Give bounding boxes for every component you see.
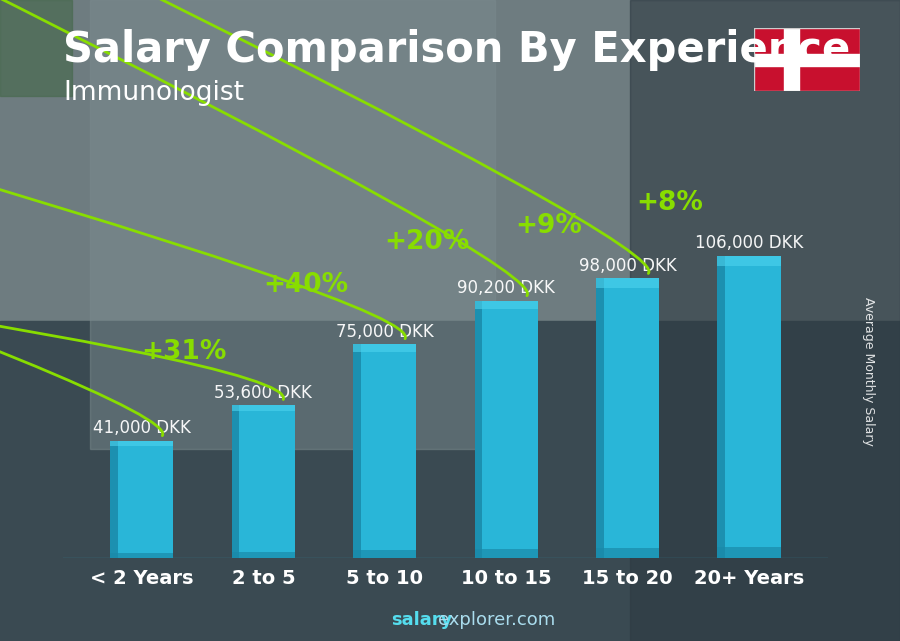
Bar <box>232 405 295 558</box>
Text: +20%: +20% <box>384 229 470 255</box>
Bar <box>474 301 538 310</box>
Text: 53,600 DKK: 53,600 DKK <box>214 383 312 401</box>
Bar <box>90 0 495 449</box>
Bar <box>717 256 780 265</box>
Text: 106,000 DKK: 106,000 DKK <box>695 234 804 253</box>
Text: explorer.com: explorer.com <box>438 611 555 629</box>
Text: 90,200 DKK: 90,200 DKK <box>457 279 555 297</box>
Bar <box>596 278 659 558</box>
Bar <box>111 441 174 446</box>
Bar <box>0 0 72 96</box>
Bar <box>474 301 482 558</box>
Bar <box>717 256 780 558</box>
Bar <box>596 548 659 558</box>
Bar <box>353 550 417 558</box>
Bar <box>754 54 860 65</box>
Bar <box>630 0 900 641</box>
Text: salary: salary <box>392 611 453 629</box>
Bar <box>0 320 900 641</box>
Text: 98,000 DKK: 98,000 DKK <box>579 257 677 275</box>
Bar <box>717 547 780 558</box>
Bar <box>353 344 417 352</box>
Bar <box>111 441 174 558</box>
Bar <box>111 441 118 558</box>
Bar <box>111 553 174 558</box>
Bar <box>353 344 361 558</box>
Text: +31%: +31% <box>141 339 227 365</box>
Text: +9%: +9% <box>516 213 582 238</box>
Text: 75,000 DKK: 75,000 DKK <box>336 322 434 340</box>
Bar <box>474 301 538 558</box>
Bar <box>353 344 417 558</box>
Text: Average Monthly Salary: Average Monthly Salary <box>862 297 875 446</box>
Text: +40%: +40% <box>264 272 348 299</box>
Bar <box>232 405 239 558</box>
Bar <box>232 405 295 411</box>
Bar <box>596 278 604 558</box>
Bar <box>717 256 725 558</box>
Text: +8%: +8% <box>636 190 704 216</box>
Text: 41,000 DKK: 41,000 DKK <box>93 419 191 437</box>
Bar <box>784 28 798 91</box>
Bar <box>474 549 538 558</box>
Bar <box>596 278 659 288</box>
Text: Immunologist: Immunologist <box>63 80 244 106</box>
Text: Salary Comparison By Experience: Salary Comparison By Experience <box>63 29 850 71</box>
Bar <box>232 552 295 558</box>
Bar <box>0 0 900 320</box>
